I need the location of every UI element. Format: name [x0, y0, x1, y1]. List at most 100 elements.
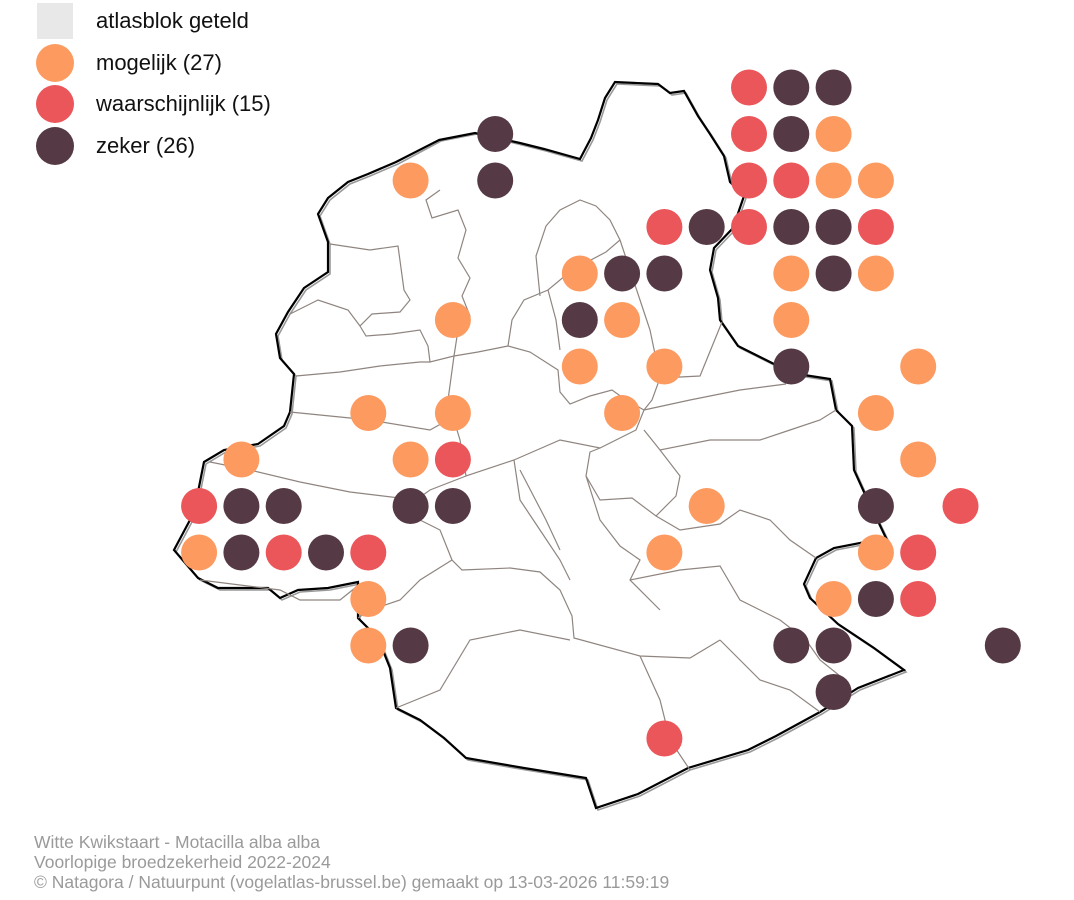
legend-item-mogelijk: mogelijk (27) [36, 42, 222, 84]
observation-dot-zeker [265, 488, 302, 524]
observation-dot-waarschijnlijk [731, 162, 767, 199]
observation-dot-mogelijk [392, 162, 429, 199]
legend-swatch-zeker [36, 127, 74, 165]
municipality-line [513, 459, 571, 581]
legend-label-counted: atlasblok geteld [96, 8, 249, 33]
legend-swatch-waarschijnlijk [36, 85, 74, 123]
observation-dot-zeker [392, 488, 429, 524]
observation-dot-zeker [434, 488, 471, 524]
municipality-line [629, 565, 841, 677]
observation-dot-waarschijnlijk [434, 441, 471, 478]
municipality-line [453, 345, 509, 357]
observation-dot-zeker [815, 209, 852, 245]
observation-dot-mogelijk [688, 488, 725, 524]
observation-dot-zeker [604, 255, 641, 292]
observation-dot-mogelijk [604, 395, 641, 431]
map-footer: Witte Kwikstaart - Motacilla alba alba V… [34, 832, 669, 892]
observation-dot-waarschijnlijk [265, 534, 302, 571]
observation-dot-zeker [773, 627, 810, 664]
observation-dot-waarschijnlijk [857, 209, 894, 245]
region-outline [172, 80, 908, 812]
observation-dot-zeker [223, 534, 260, 571]
observation-dot-mogelijk [392, 441, 429, 478]
observation-dot-zeker [773, 116, 810, 152]
observation-dot-mogelijk [350, 395, 387, 431]
observation-dot-mogelijk [350, 627, 387, 664]
observation-dot-zeker [857, 581, 894, 617]
observation-dot-zeker [773, 209, 810, 245]
observation-dot-waarschijnlijk [181, 488, 218, 524]
municipality-line [329, 189, 471, 363]
observation-dot-waarschijnlijk [731, 209, 767, 245]
municipality-line [643, 383, 787, 411]
footer-period: Voorlopige broedzekerheid 2022-2024 [34, 852, 331, 872]
observation-dot-mogelijk [815, 116, 852, 152]
observation-dot-mogelijk [773, 255, 810, 292]
municipality-line [547, 289, 561, 351]
municipality-line [519, 469, 561, 551]
legend-label-waarschijnlijk: waarschijnlijk (15) [96, 91, 271, 116]
observation-dot-mogelijk [350, 581, 387, 617]
observation-dot-mogelijk [434, 302, 471, 338]
observation-dot-waarschijnlijk [942, 488, 979, 524]
municipality-line [395, 629, 571, 709]
observation-dots [181, 69, 1021, 757]
observation-dot-mogelijk [646, 348, 683, 385]
observation-dot-zeker [646, 255, 683, 292]
observation-dot-zeker [477, 162, 514, 199]
footer-credits: © Natagora / Natuurpunt (vogelatlas-brus… [34, 872, 670, 892]
observation-dot-zeker [815, 627, 852, 664]
observation-dot-zeker [815, 69, 852, 106]
observation-dot-mogelijk [604, 302, 641, 338]
region-boundary [172, 80, 907, 810]
municipality-boundaries [199, 189, 841, 771]
observation-dot-zeker [815, 255, 852, 292]
observation-dot-zeker [815, 674, 852, 710]
observation-dot-zeker [308, 534, 344, 571]
observation-dot-mogelijk [773, 302, 810, 338]
municipality-line [585, 475, 661, 611]
footer-species: Witte Kwikstaart - Motacilla alba alba [34, 832, 320, 852]
observation-dot-zeker [857, 488, 894, 524]
observation-dot-zeker [688, 209, 725, 245]
observation-dot-waarschijnlijk [350, 534, 387, 571]
observation-dot-zeker [773, 348, 810, 385]
observation-dot-mogelijk [857, 162, 894, 199]
observation-dot-mogelijk [223, 441, 260, 478]
observation-dot-mogelijk [857, 395, 894, 431]
municipality-line [199, 579, 361, 601]
observation-dot-mogelijk [815, 581, 852, 617]
observation-dot-mogelijk [646, 534, 683, 571]
observation-dot-mogelijk [857, 534, 894, 571]
municipality-line [289, 299, 361, 327]
observation-dot-mogelijk [561, 348, 598, 385]
observation-dot-mogelijk [181, 534, 218, 571]
observation-dot-mogelijk [561, 255, 598, 292]
observation-dot-mogelijk [900, 441, 937, 478]
municipality-line [655, 509, 817, 559]
observation-dot-waarschijnlijk [731, 69, 767, 106]
observation-dot-mogelijk [857, 255, 894, 292]
municipality-line [585, 447, 681, 517]
observation-dot-mogelijk [815, 162, 852, 199]
observation-dot-zeker [223, 488, 260, 524]
legend-swatch-counted [37, 3, 73, 39]
legend-swatch-mogelijk [36, 44, 74, 82]
observation-dot-zeker [773, 69, 810, 106]
observation-dot-zeker [984, 627, 1021, 664]
legend-item-zeker: zeker (26) [36, 125, 195, 167]
municipality-line [639, 655, 691, 771]
observation-dot-mogelijk [434, 395, 471, 431]
observation-dot-waarschijnlijk [900, 581, 937, 617]
observation-dot-zeker [392, 627, 429, 664]
municipality-line [719, 639, 821, 713]
municipality-line [643, 409, 837, 451]
municipality-line [447, 199, 645, 477]
legend-label-zeker: zeker (26) [96, 133, 196, 158]
legend-label-mogelijk: mogelijk (27) [96, 50, 222, 75]
legend-item-counted: atlasblok geteld [36, 0, 249, 42]
observation-dot-waarschijnlijk [646, 720, 683, 757]
observation-dot-zeker [477, 116, 514, 152]
observation-dot-zeker [561, 302, 598, 338]
